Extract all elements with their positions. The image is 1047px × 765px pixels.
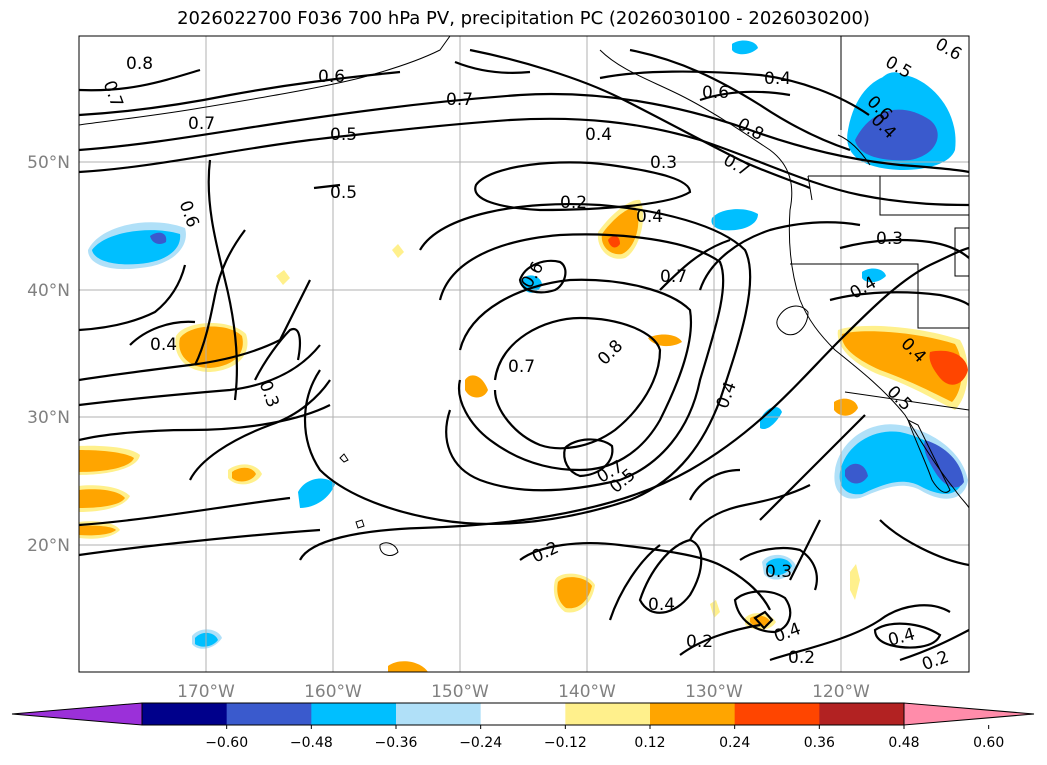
coastlines (79, 36, 969, 556)
colorbar-segment (734, 703, 820, 725)
contour-label: 0.7 (188, 114, 215, 134)
precip-area (862, 268, 886, 283)
lon-label-130w: 130°W (685, 682, 743, 702)
precip-area (760, 406, 782, 430)
precip-area (850, 564, 860, 600)
precip-area (880, 72, 908, 92)
precip-area (732, 40, 758, 55)
colorbar-segment (480, 703, 566, 725)
colorbar-tick-label: −0.48 (290, 735, 333, 751)
contour-label: 0.7 (446, 90, 473, 110)
colorbar: −0.60 −0.48 −0.36 −0.24 −0.12 0.12 0.24 0.36 0.4… (11, 702, 1035, 751)
colorbar-segment (819, 703, 905, 725)
contour-label: 0.4 (150, 335, 177, 355)
colorbar-tick-label: 0.24 (719, 735, 750, 751)
political-borders (790, 36, 969, 411)
precip-area (845, 463, 868, 484)
precip-area (298, 478, 335, 508)
colorbar-tick-label: 0.36 (804, 735, 835, 751)
longitude-labels: 170°W 160°W 150°W 140°W 130°W 120°W (177, 682, 870, 702)
precip-area (392, 244, 404, 258)
precip-area (79, 525, 116, 536)
lat-label-20n: 20°N (27, 536, 70, 556)
precip-area (855, 109, 938, 161)
precip-area (465, 375, 488, 398)
map-title: 2026022700 F036 700 hPa PV, precipitatio… (177, 8, 870, 29)
contour-label: 0.5 (330, 125, 357, 145)
lat-label-40n: 40°N (27, 281, 70, 301)
lon-label-140w: 140°W (558, 682, 616, 702)
colorbar-tick-label: −0.36 (375, 735, 418, 751)
precip-area (711, 209, 758, 231)
contour-label: 0.8 (126, 54, 153, 74)
precip-area (710, 600, 720, 618)
precip-shading (79, 40, 968, 672)
contour-label: 0.4 (585, 125, 612, 145)
colorbar-segment (142, 703, 228, 725)
colorbar-segment (226, 703, 312, 725)
colorbar-extend-low (11, 702, 143, 726)
contour-label: 0.7 (660, 267, 687, 287)
precip-area (766, 558, 792, 576)
contour-label: 0.5 (330, 183, 357, 203)
graticule (79, 36, 969, 672)
colorbar-tick-label: 0.60 (973, 735, 1004, 751)
lon-label-150w: 150°W (431, 682, 489, 702)
contour-label: 0.2 (560, 193, 587, 213)
lat-label-30n: 30°N (27, 408, 70, 428)
precip-area (276, 270, 290, 285)
colorbar-segment (565, 703, 651, 725)
contour-label: 0.7 (508, 357, 535, 377)
colorbar-tick-label: −0.24 (459, 735, 502, 751)
contour-label: 0.4 (648, 595, 675, 615)
latitude-labels: 50°N 40°N 30°N 20°N (27, 153, 70, 556)
colorbar-tick-label: −0.12 (544, 735, 587, 751)
precip-area (608, 235, 620, 248)
colorbar-tick-label: −0.60 (205, 735, 248, 751)
lon-label-160w: 160°W (304, 682, 362, 702)
precip-area (232, 467, 256, 482)
contour-label: 0.3 (765, 562, 792, 582)
contour-label: 0.3 (650, 153, 677, 173)
colorbar-tick-label: 0.48 (888, 735, 919, 751)
colorbar-segment (650, 703, 736, 725)
precip-area (388, 661, 428, 672)
precip-area (79, 489, 125, 508)
precip-area (924, 440, 964, 488)
colorbar-frame (141, 702, 905, 726)
contour-label: 0.2 (788, 648, 815, 668)
precip-area (557, 577, 592, 609)
lat-label-50n: 50°N (27, 153, 70, 173)
map-frame (78, 35, 970, 673)
contour-label: 0.3 (876, 229, 903, 249)
contour-label: 0.2 (686, 632, 713, 652)
contour-label: 0.4 (764, 69, 791, 89)
contour-label: 0.6 (318, 67, 345, 87)
lon-label-120w: 120°W (812, 682, 870, 702)
pv-contours (79, 48, 969, 662)
colorbar-segment (396, 703, 482, 725)
precip-area (79, 450, 134, 472)
contour-label: 0.6 (702, 83, 729, 103)
colorbar-segment (311, 703, 397, 725)
colorbar-extend-high (903, 702, 1035, 726)
precip-area (150, 232, 167, 244)
precip-area (841, 331, 962, 402)
precip-area (929, 350, 968, 385)
colorbar-tick-label: 0.12 (634, 735, 665, 751)
precip-area (834, 398, 858, 416)
contour-label: 0.4 (636, 207, 663, 227)
lon-label-170w: 170°W (177, 682, 235, 702)
